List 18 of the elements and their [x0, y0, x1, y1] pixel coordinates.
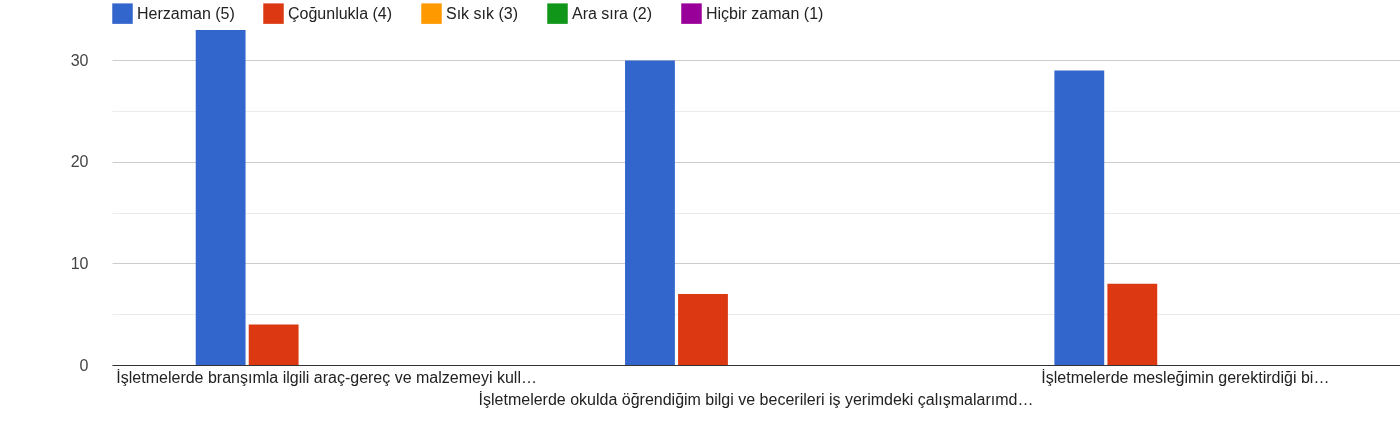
x-tick-label: İşletmelerde branşımla ilgili araç-gereç ve malzemeyi kull…: [116, 367, 537, 386]
y-tick-label: 20: [70, 153, 89, 171]
bar: [625, 60, 675, 365]
bar: [1107, 283, 1158, 365]
bar: [1054, 70, 1105, 365]
legend-label: Çoğunlukla (4): [288, 4, 393, 22]
y-tick-label: 0: [79, 356, 89, 374]
y-tick-label: 30: [70, 51, 89, 69]
x-tick-label: İşletmelerde okulda öğrendiğim bilgi ve becerileri iş yerimdeki çalışmalarımd…: [478, 389, 1034, 408]
bar: [678, 293, 728, 365]
bar: [248, 324, 299, 365]
legend-label: Hiçbir zaman (1): [706, 4, 824, 22]
bar: [195, 30, 246, 365]
legend-label: Ara sıra (2): [572, 4, 653, 22]
legend-label: Sık sık (3): [446, 4, 519, 22]
x-tick-label: İşletmelerde mesleğimin gerektirdiği bi…: [1041, 367, 1330, 386]
y-tick-label: 10: [70, 254, 89, 272]
legend-label: Herzaman (5): [137, 4, 235, 22]
